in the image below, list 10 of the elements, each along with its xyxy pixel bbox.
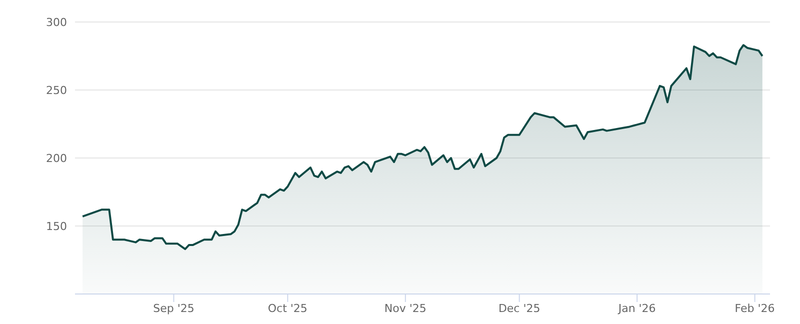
x-tick-label: Jan '26	[617, 302, 656, 315]
x-tick-label: Oct '25	[268, 302, 308, 315]
x-tick-label: Feb '26	[734, 302, 775, 315]
y-tick-label: 250	[46, 84, 67, 97]
y-tick-label: 150	[46, 220, 67, 233]
x-tick-label: Sep '25	[153, 302, 194, 315]
x-tick-label: Nov '25	[384, 302, 426, 315]
y-tick-label: 300	[46, 16, 67, 29]
y-tick-label: 200	[46, 152, 67, 165]
x-tick-label: Dec '25	[498, 302, 540, 315]
